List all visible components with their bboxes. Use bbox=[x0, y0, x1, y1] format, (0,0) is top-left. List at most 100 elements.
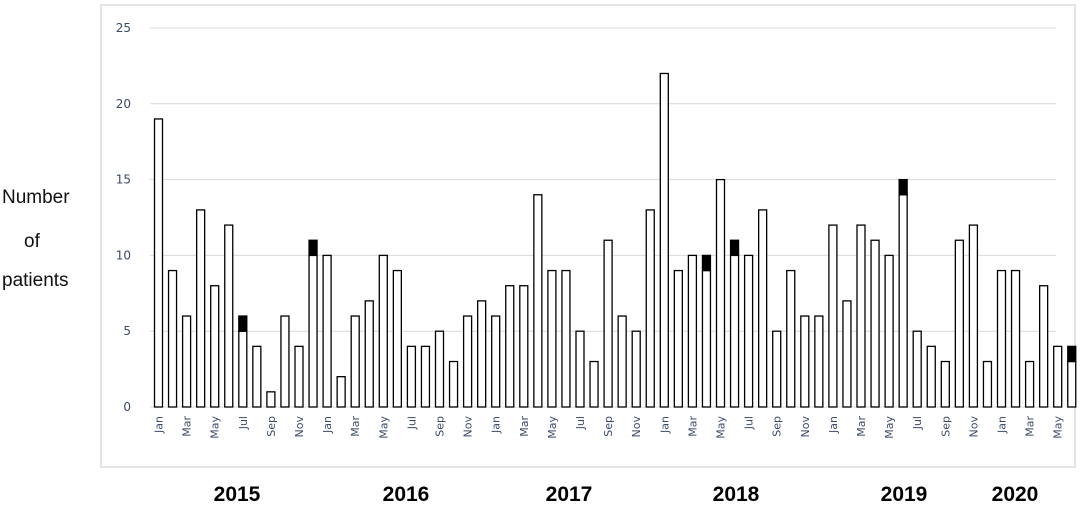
bar bbox=[238, 330, 248, 408]
bar bbox=[224, 224, 234, 408]
bar bbox=[898, 194, 908, 408]
bars bbox=[153, 72, 1077, 408]
bar bbox=[912, 330, 922, 408]
bar bbox=[828, 224, 838, 408]
bar bbox=[153, 118, 164, 408]
bar bbox=[687, 254, 698, 408]
bar bbox=[954, 239, 964, 408]
bar bbox=[167, 269, 178, 408]
bar bbox=[505, 285, 515, 408]
x-tick-label: Nov bbox=[293, 416, 306, 438]
bar bbox=[645, 209, 655, 408]
x-tick-label: Mar bbox=[349, 416, 362, 437]
bar bbox=[884, 254, 894, 408]
bar-top-segment bbox=[1067, 345, 1077, 363]
x-tick-label: Jul bbox=[911, 416, 924, 430]
x-tick-label: Jan bbox=[827, 416, 840, 434]
year-label: 2017 bbox=[546, 483, 593, 506]
x-tick-label: Sep bbox=[771, 416, 784, 437]
bar bbox=[968, 224, 979, 408]
x-tick-label: Nov bbox=[967, 416, 980, 438]
bar-top-segment bbox=[729, 239, 740, 257]
x-tick-label: May bbox=[883, 416, 896, 439]
x-tick-label: Jul bbox=[405, 416, 418, 430]
bar bbox=[533, 194, 543, 408]
bar bbox=[1067, 360, 1077, 408]
bar bbox=[1039, 285, 1049, 408]
x-tick-label: Sep bbox=[434, 416, 447, 437]
bar bbox=[1053, 345, 1063, 408]
x-tick-label: Jul bbox=[574, 416, 587, 430]
bar bbox=[575, 330, 585, 408]
y-axis-ticks: 0 5 10 15 20 25 bbox=[116, 21, 131, 414]
bar bbox=[519, 285, 529, 408]
bar bbox=[266, 391, 276, 408]
x-tick-label: Jan bbox=[153, 416, 166, 434]
y-tick-label: 20 bbox=[116, 97, 131, 111]
plot-frame bbox=[100, 4, 1076, 468]
x-tick-label: Jan bbox=[996, 416, 1009, 434]
year-label: 2020 bbox=[992, 483, 1039, 506]
year-label: 2016 bbox=[383, 483, 430, 506]
y-axis-label-line-3: patients bbox=[2, 270, 69, 291]
bar bbox=[406, 345, 417, 408]
x-axis-month-labels: Jan Mar May Jul Sep Nov Jan Mar May Jul Sep Nov Jan M… bbox=[153, 416, 1065, 439]
y-tick-label: 5 bbox=[123, 324, 131, 338]
bar bbox=[308, 254, 318, 408]
bar bbox=[743, 254, 754, 408]
bar bbox=[940, 360, 950, 408]
bar bbox=[350, 315, 360, 408]
bar bbox=[996, 269, 1007, 408]
year-label: 2019 bbox=[881, 483, 928, 506]
bar bbox=[659, 72, 669, 408]
y-tick-label: 0 bbox=[123, 400, 131, 414]
bar bbox=[280, 315, 290, 408]
bar bbox=[842, 300, 852, 408]
bar bbox=[870, 239, 880, 408]
bar bbox=[1010, 269, 1021, 408]
x-tick-label: Sep bbox=[602, 416, 615, 437]
bar-top-segment bbox=[238, 315, 248, 332]
bar bbox=[772, 330, 782, 408]
bar bbox=[547, 269, 557, 408]
year-label: 2015 bbox=[214, 483, 261, 506]
bar bbox=[195, 209, 206, 408]
bar bbox=[786, 269, 796, 408]
bar bbox=[856, 224, 866, 408]
x-tick-label: Jan bbox=[490, 416, 503, 434]
x-tick-label: May bbox=[1052, 416, 1065, 439]
x-tick-label: May bbox=[209, 416, 222, 439]
bar bbox=[603, 239, 613, 408]
bar bbox=[181, 315, 192, 408]
x-tick-label: Nov bbox=[630, 416, 643, 438]
bar bbox=[434, 330, 445, 408]
x-tick-label: May bbox=[377, 416, 390, 439]
x-tick-label: Sep bbox=[265, 416, 278, 437]
bar bbox=[448, 360, 459, 408]
x-tick-label: Nov bbox=[799, 416, 812, 438]
bar bbox=[617, 315, 627, 408]
bar bbox=[631, 330, 641, 408]
bar bbox=[476, 300, 487, 408]
x-axis-year-labels: 2015 2016 2017 2018 2019 2020 bbox=[214, 483, 1039, 506]
y-tick-label: 10 bbox=[116, 248, 131, 262]
x-tick-label: Mar bbox=[518, 416, 531, 437]
bar bbox=[322, 254, 332, 408]
bar bbox=[364, 300, 374, 408]
year-label: 2018 bbox=[713, 483, 760, 506]
x-tick-label: May bbox=[546, 416, 559, 439]
bar bbox=[589, 360, 599, 408]
bar bbox=[982, 360, 993, 408]
bar bbox=[336, 376, 346, 408]
x-tick-label: Mar bbox=[1024, 416, 1037, 437]
x-tick-label: Jan bbox=[321, 416, 334, 434]
bar bbox=[491, 315, 501, 408]
x-tick-label: Mar bbox=[855, 416, 868, 437]
bar bbox=[758, 209, 768, 408]
y-axis-label-line-2: of bbox=[24, 231, 40, 252]
bar bbox=[462, 315, 473, 408]
bar bbox=[800, 315, 810, 408]
bar bbox=[715, 178, 726, 408]
y-axis-label-line-1: Number bbox=[2, 187, 70, 208]
